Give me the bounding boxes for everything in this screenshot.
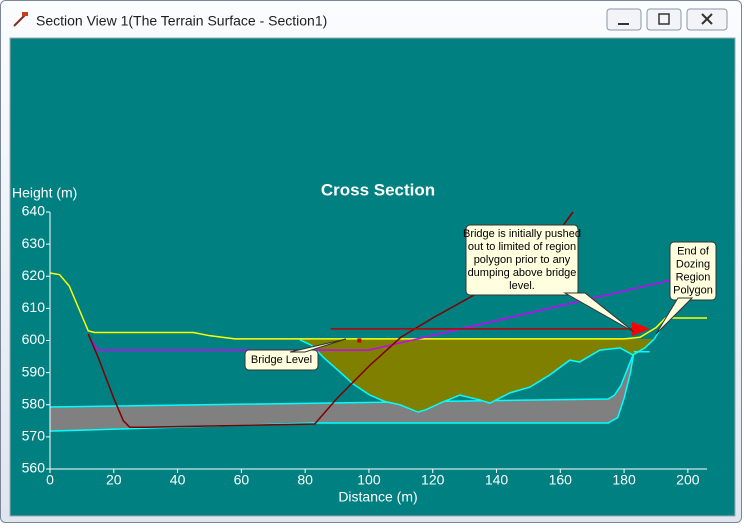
callout-pointer	[563, 292, 635, 333]
callout-pointer	[655, 297, 694, 335]
band-fill	[50, 353, 634, 432]
x-tick-label: 0	[46, 472, 54, 488]
series-line	[299, 338, 655, 413]
callout-text: dumping above bridge	[468, 267, 577, 279]
x-tick-label: 100	[357, 472, 381, 488]
callout-box	[465, 224, 579, 296]
x-tick-label: 40	[170, 472, 186, 488]
point-marker	[357, 338, 362, 343]
callout-text: Bridge is initially pushed	[463, 228, 581, 240]
callout-text: level.	[509, 280, 535, 292]
x-tick-label: 160	[549, 472, 573, 488]
callout-text: polygon prior to any	[474, 254, 571, 266]
close-button[interactable]	[686, 8, 728, 31]
chart-title: Cross Section	[321, 180, 435, 199]
arrow-head	[632, 321, 651, 336]
callout-text: out to limited of region	[468, 241, 576, 253]
minimize-button[interactable]	[606, 8, 642, 31]
series-line	[49, 353, 635, 408]
y-axis-label: Height (m)	[12, 185, 77, 201]
callout-text: End of	[677, 245, 710, 257]
y-tick-label: 600	[22, 331, 46, 347]
x-tick-label: 140	[485, 472, 509, 488]
callout-text: Bridge Level	[251, 354, 312, 366]
y-tick-label: 590	[22, 363, 46, 379]
x-tick-label: 80	[297, 472, 313, 488]
y-tick-label: 610	[22, 299, 46, 315]
series-line	[49, 272, 707, 340]
callout-text: Polygon	[673, 284, 713, 296]
x-tick-label: 20	[106, 472, 122, 488]
callout-box	[669, 241, 717, 301]
x-tick-label: 180	[612, 472, 636, 488]
chart: Cross Section Height (m) Distance (m) 560 57…	[12, 180, 717, 505]
maximize-button[interactable]	[646, 8, 682, 31]
app-icon	[13, 12, 28, 27]
y-tick-label: 580	[22, 395, 46, 411]
x-tick-label: 120	[421, 472, 445, 488]
callout-text: Region	[676, 271, 711, 283]
x-tick-label: 60	[234, 472, 250, 488]
plot-background	[9, 37, 736, 517]
x-tick-label: 200	[676, 472, 700, 488]
callout-text: Dozing	[676, 258, 710, 270]
cut-fill	[300, 338, 655, 413]
callout-pointer	[289, 338, 347, 353]
window-title: Section View 1(The Terrain Surface - Sec…	[36, 13, 327, 29]
callout-box	[244, 349, 319, 371]
y-tick-label: 630	[22, 235, 46, 251]
x-axis-label: Distance (m)	[338, 489, 417, 505]
y-tick-label: 560	[22, 460, 46, 476]
y-tick-label: 640	[22, 203, 46, 219]
series-line	[90, 275, 689, 351]
y-tick-label: 620	[22, 267, 46, 283]
band-lower-line	[49, 353, 635, 432]
y-tick-label: 570	[22, 428, 46, 444]
